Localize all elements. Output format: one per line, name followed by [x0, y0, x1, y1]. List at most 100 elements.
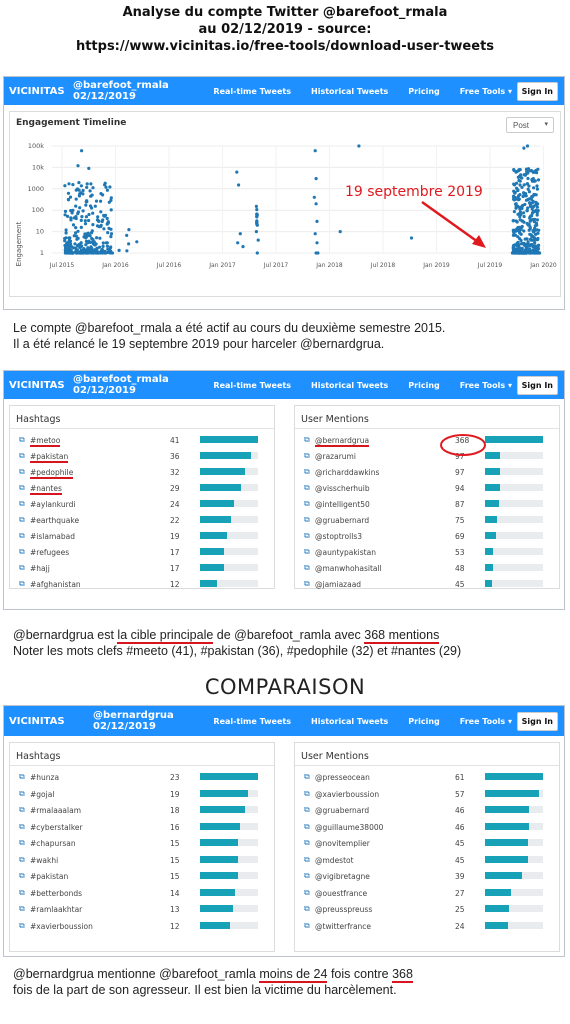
- brand-logo[interactable]: VICINITAS: [9, 379, 65, 391]
- hashtag-name[interactable]: #aylankurdi: [30, 500, 76, 509]
- external-link-icon[interactable]: ⧉: [304, 854, 310, 864]
- external-link-icon[interactable]: ⧉: [19, 920, 25, 930]
- mention-name[interactable]: @mdestot: [315, 855, 354, 865]
- hashtag-name[interactable]: #wakhi: [30, 855, 59, 865]
- hashtag-name[interactable]: #chapursan: [30, 839, 76, 848]
- nav-link-realtime[interactable]: Real-time Tweets: [213, 380, 291, 390]
- external-link-icon[interactable]: ⧉: [304, 788, 310, 798]
- mention-name[interactable]: @xavierboussion: [315, 789, 380, 799]
- external-link-icon[interactable]: ⧉: [19, 904, 25, 913]
- mention-name[interactable]: @stoptrolls3: [315, 532, 362, 541]
- hashtag-name[interactable]: #refugees: [30, 548, 70, 557]
- external-link-icon[interactable]: ⧉: [19, 467, 25, 476]
- mention-name[interactable]: @gruabernard: [315, 806, 370, 815]
- nav-link-realtime[interactable]: Real-time Tweets: [213, 86, 291, 96]
- external-link-icon[interactable]: ⧉: [19, 805, 25, 814]
- nav-link-pricing[interactable]: Pricing: [408, 380, 440, 390]
- nav-link-free-tools[interactable]: Free Tools ▾: [460, 381, 512, 390]
- mention-name[interactable]: @vigibretagne: [315, 872, 370, 881]
- external-link-icon[interactable]: ⧉: [304, 772, 310, 781]
- external-link-icon[interactable]: ⧉: [19, 821, 25, 831]
- mention-name[interactable]: @jamiazaad: [315, 580, 362, 589]
- mention-name[interactable]: @presseocean: [315, 773, 370, 782]
- mention-name[interactable]: @visscherhuib: [315, 484, 370, 493]
- sign-in-button[interactable]: Sign In: [516, 82, 558, 101]
- external-link-icon[interactable]: ⧉: [304, 563, 310, 572]
- sign-in-button[interactable]: Sign In: [516, 712, 558, 731]
- external-link-icon[interactable]: ⧉: [304, 871, 310, 880]
- hashtag-name[interactable]: #ramlaakhtar: [30, 905, 83, 914]
- external-link-icon[interactable]: ⧉: [304, 515, 310, 524]
- external-link-icon[interactable]: ⧉: [19, 531, 25, 540]
- nav-link-pricing[interactable]: Pricing: [408, 716, 440, 726]
- brand-logo[interactable]: VICINITAS: [9, 715, 65, 727]
- mention-name[interactable]: @richarddawkins: [315, 468, 380, 477]
- mention-name[interactable]: @manwhohasitall: [315, 564, 382, 573]
- mention-name[interactable]: @preusspreuss: [315, 905, 373, 914]
- mention-name[interactable]: @intelligent50: [315, 500, 370, 509]
- external-link-icon[interactable]: ⧉: [19, 854, 25, 864]
- nav-link-free-tools[interactable]: Free Tools ▾: [460, 717, 512, 726]
- hashtag-name[interactable]: #xavierboussion: [30, 921, 93, 931]
- mention-name[interactable]: @razarumi: [315, 452, 356, 461]
- external-link-icon[interactable]: ⧉: [19, 788, 25, 798]
- external-link-icon[interactable]: ⧉: [19, 887, 25, 897]
- external-link-icon[interactable]: ⧉: [19, 515, 25, 524]
- nav-link-historical[interactable]: Historical Tweets: [311, 716, 389, 726]
- data-point: [515, 220, 519, 224]
- external-link-icon[interactable]: ⧉: [304, 467, 310, 476]
- external-link-icon[interactable]: ⧉: [304, 920, 310, 930]
- external-link-icon[interactable]: ⧉: [19, 579, 25, 588]
- external-link-icon[interactable]: ⧉: [19, 871, 25, 880]
- mention-name[interactable]: @gruabernard: [315, 516, 370, 525]
- mention-name[interactable]: @guillaume38000: [315, 822, 384, 832]
- hashtag-name[interactable]: #hunza: [30, 773, 60, 782]
- hashtag-name[interactable]: #betterbonds: [30, 888, 83, 898]
- external-link-icon[interactable]: ⧉: [19, 838, 25, 847]
- external-link-icon[interactable]: ⧉: [304, 483, 310, 492]
- external-link-icon[interactable]: ⧉: [19, 563, 25, 572]
- mention-name[interactable]: @twitterfrance: [315, 921, 372, 931]
- external-link-icon[interactable]: ⧉: [19, 435, 25, 444]
- external-link-icon[interactable]: ⧉: [304, 499, 310, 508]
- external-link-icon[interactable]: ⧉: [304, 838, 310, 847]
- mention-name[interactable]: @ouestfrance: [315, 888, 368, 898]
- external-link-icon[interactable]: ⧉: [304, 805, 310, 814]
- external-link-icon[interactable]: ⧉: [304, 904, 310, 913]
- hashtag-name[interactable]: #pakistan: [30, 872, 69, 881]
- external-link-icon[interactable]: ⧉: [19, 483, 25, 492]
- nav-link-pricing[interactable]: Pricing: [408, 86, 440, 96]
- external-link-icon[interactable]: ⧉: [19, 547, 25, 556]
- external-link-icon[interactable]: ⧉: [19, 451, 25, 460]
- hashtag-name[interactable]: #islamabad: [30, 532, 75, 541]
- hashtag-name[interactable]: #pedophile: [30, 468, 74, 479]
- nav-link-free-tools[interactable]: Free Tools ▾: [460, 87, 512, 96]
- external-link-icon[interactable]: ⧉: [304, 531, 310, 540]
- external-link-icon[interactable]: ⧉: [304, 435, 310, 444]
- mention-name[interactable]: @novitemplier: [315, 839, 370, 848]
- hashtag-name[interactable]: #earthquake: [30, 516, 80, 525]
- post-select[interactable]: Post ▾: [506, 117, 554, 133]
- external-link-icon[interactable]: ⧉: [19, 499, 25, 508]
- mention-name[interactable]: @bernardgrua: [315, 436, 370, 447]
- hashtag-name[interactable]: #cyberstalker: [30, 822, 83, 832]
- external-link-icon[interactable]: ⧉: [304, 579, 310, 588]
- external-link-icon[interactable]: ⧉: [304, 887, 310, 897]
- nav-link-realtime[interactable]: Real-time Tweets: [213, 716, 291, 726]
- mention-name[interactable]: @auntypakistan: [315, 548, 376, 557]
- external-link-icon[interactable]: ⧉: [19, 772, 25, 781]
- hashtag-name[interactable]: #nantes: [30, 484, 62, 495]
- hashtag-name[interactable]: #hajj: [30, 564, 50, 573]
- brand-logo[interactable]: VICINITAS: [9, 85, 65, 97]
- external-link-icon[interactable]: ⧉: [304, 821, 310, 831]
- hashtag-name[interactable]: #afghanistan: [30, 580, 81, 589]
- hashtag-name[interactable]: #gojal: [30, 789, 55, 799]
- sign-in-button[interactable]: Sign In: [516, 376, 558, 395]
- nav-link-historical[interactable]: Historical Tweets: [311, 86, 389, 96]
- external-link-icon[interactable]: ⧉: [304, 451, 310, 460]
- external-link-icon[interactable]: ⧉: [304, 547, 310, 556]
- hashtag-name[interactable]: #pakistan: [30, 452, 69, 463]
- nav-link-historical[interactable]: Historical Tweets: [311, 380, 389, 390]
- hashtag-name[interactable]: #rmalaaalam: [30, 806, 81, 815]
- hashtag-name[interactable]: #metoo: [30, 436, 61, 447]
